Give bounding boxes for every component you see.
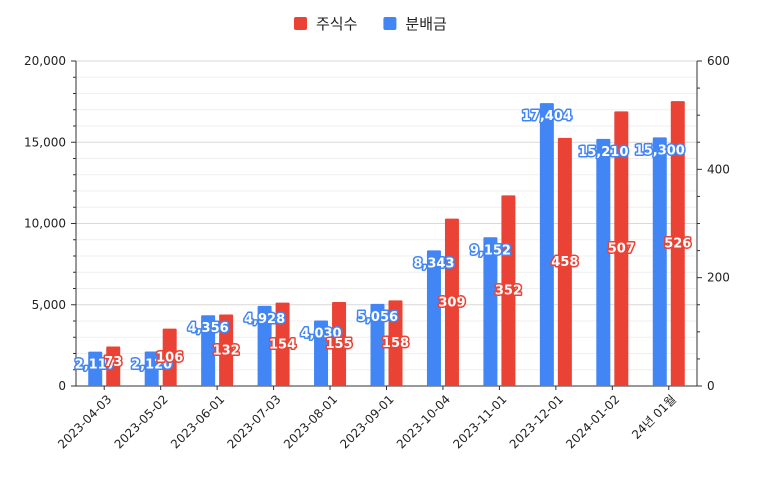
bar-shares xyxy=(614,111,629,386)
data-label-distribution: 4,030 xyxy=(300,327,341,342)
bars-layer xyxy=(88,101,685,386)
grid-lines xyxy=(76,60,697,371)
bar-distribution xyxy=(201,315,216,386)
bar-shares xyxy=(106,346,121,386)
data-label-shares: 73 xyxy=(104,355,122,370)
data-label-distribution: 2,117 xyxy=(75,358,116,373)
legend-label: 분배금 xyxy=(405,15,447,33)
x-axis-tick-label: 2023-11-01 xyxy=(450,392,509,451)
bar-shares xyxy=(332,302,347,386)
data-label-distribution: 2,120 xyxy=(131,358,172,373)
left-axis-tick-label: 10,000 xyxy=(24,217,66,231)
right-axis-tick-label: 400 xyxy=(707,162,730,176)
data-label-shares: 309 xyxy=(438,295,465,310)
left-axis-tick-label: 20,000 xyxy=(24,54,66,68)
bar-shares xyxy=(275,302,290,386)
data-label-distribution: 15,210 xyxy=(578,145,628,160)
data-label-distribution: 4,928 xyxy=(244,312,285,327)
x-axis-tick-label: 2023-08-01 xyxy=(281,392,340,451)
data-label-shares: 132 xyxy=(213,343,240,358)
data-label-shares: 158 xyxy=(382,336,409,351)
left-axis-tick-label: 0 xyxy=(58,379,66,393)
x-axis-tick-label: 2023-04-03 xyxy=(55,392,114,451)
x-axis-tick-label: 2024-01-02 xyxy=(563,392,622,451)
x-axis-tick-label: 2023-06-01 xyxy=(168,392,227,451)
bar-shares xyxy=(444,218,459,386)
data-label-distribution: 15,300 xyxy=(635,143,685,158)
x-axis-tick-label: 24년 01월 xyxy=(629,392,679,442)
bar-shares xyxy=(162,328,177,386)
bar-distribution xyxy=(652,137,667,386)
data-label-distribution: 8,343 xyxy=(413,256,454,271)
data-label-shares: 458 xyxy=(551,255,578,270)
left-axis-tick-label: 15,000 xyxy=(24,135,66,149)
right-axis-tick-label: 200 xyxy=(707,271,730,285)
data-label-shares: 352 xyxy=(495,284,522,299)
bar-distribution xyxy=(596,138,611,386)
x-axis-labels: 2023-04-032023-05-022023-06-012023-07-03… xyxy=(55,392,679,451)
x-axis-tick-label: 2023-09-01 xyxy=(337,392,396,451)
bar-shares xyxy=(219,314,234,386)
data-label-distribution: 5,056 xyxy=(357,310,398,325)
axes: 0 5,000 10,000 15,000 20,000 0 200 400 600 xyxy=(24,54,730,393)
legend-label: 주식수 xyxy=(316,15,357,33)
bar-shares xyxy=(501,195,516,386)
data-label-distribution: 9,152 xyxy=(470,243,511,258)
x-axis-tick-label: 2023-12-01 xyxy=(507,392,566,451)
bar-distribution xyxy=(483,237,498,386)
left-axis-tick-label: 5,000 xyxy=(32,298,66,312)
data-label-shares: 507 xyxy=(608,242,635,257)
x-axis-tick-label: 2023-05-02 xyxy=(112,392,171,451)
right-axis-tick-label: 600 xyxy=(707,54,730,68)
bar-shares xyxy=(557,137,572,386)
data-label-shares: 155 xyxy=(325,337,352,352)
data-label-distribution: 17,404 xyxy=(522,109,572,124)
bar-distribution xyxy=(88,351,103,386)
bar-distribution xyxy=(144,351,159,386)
data-label-shares: 154 xyxy=(269,337,296,352)
legend: 주식수 분배금 xyxy=(294,15,447,33)
legend-swatch xyxy=(294,17,307,30)
bar-distribution xyxy=(539,103,554,386)
x-axis-tick-label: 2023-10-04 xyxy=(394,392,453,451)
bar-distribution xyxy=(314,320,329,386)
data-label-shares: 106 xyxy=(156,350,183,365)
data-label-distribution: 4,356 xyxy=(188,321,229,336)
bar-shares xyxy=(670,101,685,386)
bar-distribution xyxy=(370,303,385,386)
right-axis-tick-label: 0 xyxy=(707,379,715,393)
x-axis-tick-label: 2023-07-03 xyxy=(224,392,283,451)
bar-shares xyxy=(388,300,403,386)
data-label-shares: 526 xyxy=(664,237,691,252)
bar-distribution xyxy=(257,305,272,386)
bar-distribution xyxy=(426,250,441,386)
legend-swatch xyxy=(383,17,397,30)
